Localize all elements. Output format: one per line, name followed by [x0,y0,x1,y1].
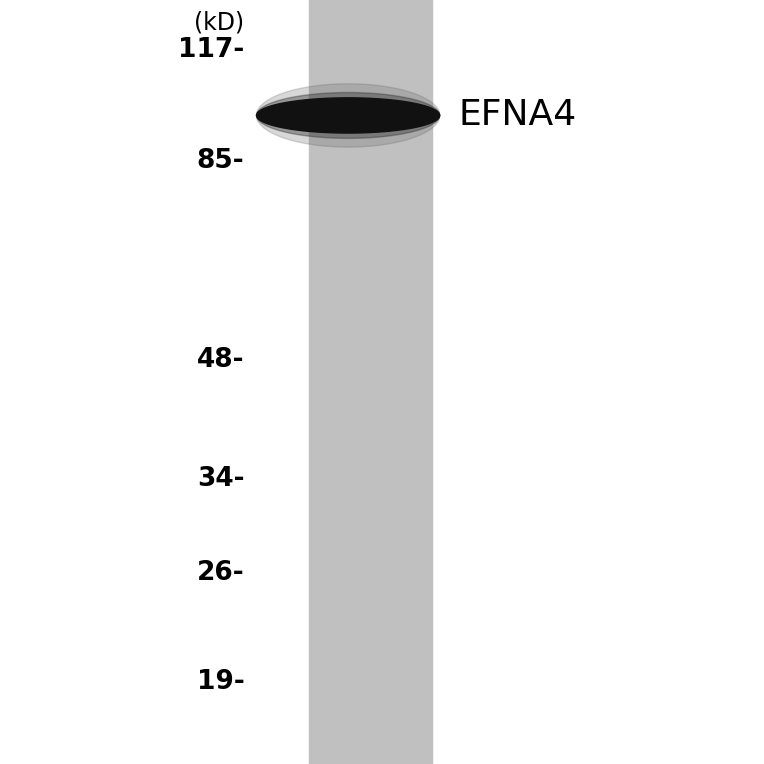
Text: 48-: 48- [197,347,244,373]
Text: 26-: 26- [197,560,244,586]
Text: EFNA4: EFNA4 [458,98,577,132]
Bar [309,0,432,764]
Text: 19-: 19- [197,668,244,694]
Text: 117-: 117- [178,37,244,63]
Text: 85-: 85- [197,148,244,174]
Text: 34-: 34- [197,467,244,493]
Text: (kD): (kD) [194,11,244,34]
